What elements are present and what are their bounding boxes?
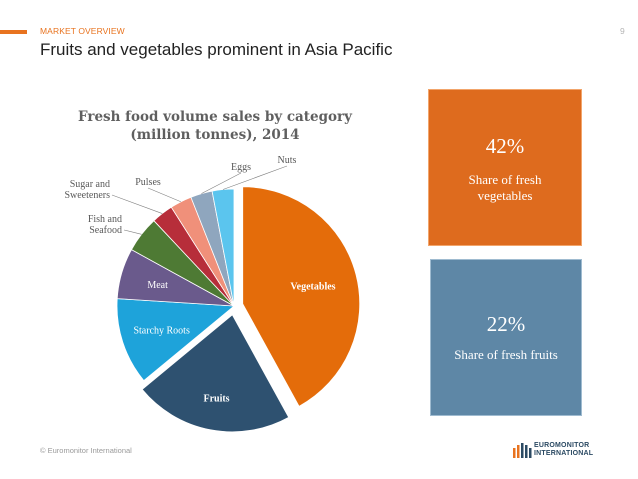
vegetables-stat-box: 42% Share of fresh vegetables bbox=[428, 89, 582, 246]
leader-line-sugar-and-sweeteners bbox=[111, 194, 163, 214]
fruits-share-percent: 22% bbox=[486, 312, 526, 336]
pie-label-pulses: Pulses bbox=[135, 177, 161, 188]
copyright-text: © Euromonitor International bbox=[40, 446, 132, 455]
pie-label-fruits: Fruits bbox=[203, 394, 229, 405]
pie-label-meat: Meat bbox=[147, 280, 168, 291]
fruits-share-desc: Share of fresh fruits bbox=[454, 347, 558, 362]
leader-line-fish-and-seafood bbox=[123, 229, 142, 235]
euromonitor-logo: EUROMONITOR INTERNATIONAL bbox=[512, 441, 612, 459]
page-number: 9 bbox=[620, 26, 625, 36]
leader-line-nuts bbox=[222, 165, 288, 190]
pie-slice-starchy-roots bbox=[116, 298, 236, 382]
fruits-stat-box: 22% Share of fresh fruits bbox=[430, 259, 582, 416]
pie-slice-fruits bbox=[141, 314, 290, 433]
accent-bar bbox=[0, 30, 27, 34]
pie-label-starchy-roots: Starchy Roots bbox=[133, 326, 189, 337]
leader-line-pulses bbox=[147, 187, 181, 203]
pie-slice-vegetables bbox=[242, 186, 361, 407]
vegetables-share-desc-2: vegetables bbox=[477, 188, 533, 203]
chart-title: Fresh food volume sales by category (mil… bbox=[77, 109, 353, 143]
section-label: MARKET OVERVIEW bbox=[40, 26, 125, 36]
logo-line-2: INTERNATIONAL bbox=[534, 449, 594, 457]
pie-label-nuts: Nuts bbox=[278, 155, 297, 166]
pie-label-eggs: Eggs bbox=[231, 162, 251, 173]
logo-line-1: EUROMONITOR bbox=[534, 442, 590, 449]
vegetables-share-percent: 42% bbox=[485, 134, 525, 158]
vegetables-share-desc-1: Share of fresh bbox=[468, 172, 542, 187]
pie-label-vegetables: Vegetables bbox=[290, 282, 335, 293]
slide-title: Fruits and vegetables prominent in Asia … bbox=[40, 40, 393, 59]
pie-label-fish-and-seafood: Fish and Seafood bbox=[88, 214, 122, 236]
pie-slice-nuts bbox=[211, 188, 235, 307]
pie-label-sugar-and-sweeteners: Sugar and Sweeteners bbox=[64, 179, 110, 201]
leader-line-eggs bbox=[201, 172, 242, 194]
logo-stripes-icon bbox=[513, 443, 532, 458]
